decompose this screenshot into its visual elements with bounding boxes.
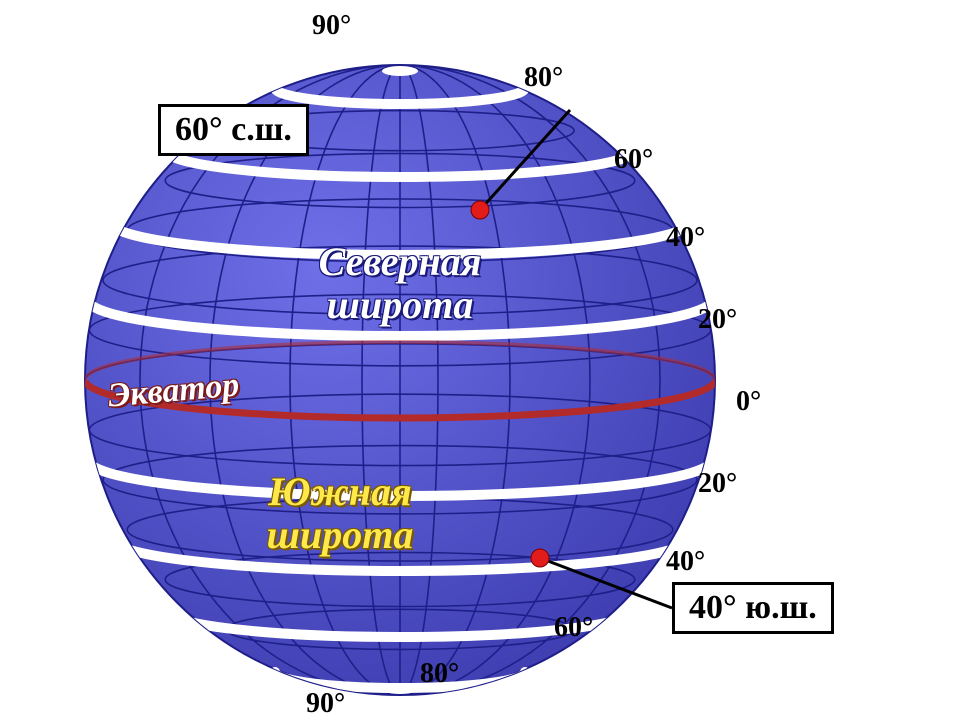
latitude-tick: 0° <box>736 386 761 418</box>
north-callout: 60° с.ш. <box>158 104 309 156</box>
latitude-tick: 40° <box>666 546 705 578</box>
latitude-tick: 80° <box>524 62 563 94</box>
latitude-tick: 90° <box>306 688 345 720</box>
diagram-stage: { "globe": { "cx": 400, "cy": 380, "r": … <box>0 0 956 724</box>
latitude-tick: 20° <box>698 304 737 336</box>
latitude-tick: 60° <box>554 612 593 644</box>
latitude-tick: 80° <box>420 658 459 690</box>
south-point <box>531 549 549 567</box>
latitude-tick: 90° <box>312 10 351 42</box>
south-hemisphere-label: Южнаяширота <box>267 470 414 556</box>
latitude-tick: 60° <box>614 144 653 176</box>
latitude-tick: 20° <box>698 468 737 500</box>
north-hemisphere-label: Севернаяширота <box>319 240 482 326</box>
north-hemisphere-label-line2: широта <box>319 283 482 326</box>
south-hemisphere-label-line1: Южная <box>267 470 414 513</box>
latitude-tick: 40° <box>666 222 705 254</box>
north-hemisphere-label-line1: Северная <box>319 240 482 283</box>
south-callout: 40° ю.ш. <box>672 582 834 634</box>
south-hemisphere-label-line2: широта <box>267 513 414 556</box>
north-point <box>471 201 489 219</box>
